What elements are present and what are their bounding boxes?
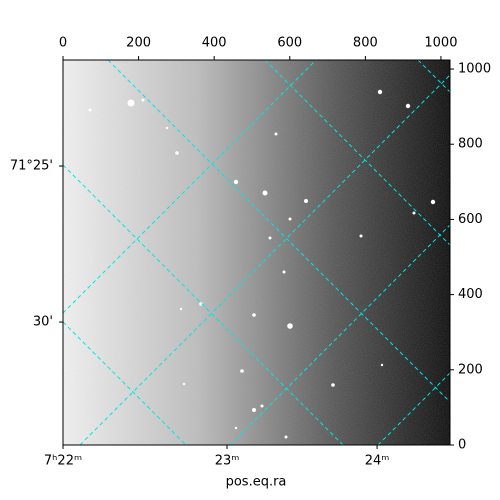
dec-tick-label: 30' <box>33 315 53 330</box>
y-tick-label: 1000 <box>458 62 491 77</box>
ra-tick-label: 7ʰ22ᵐ <box>44 454 82 469</box>
y-tick-label: 200 <box>458 362 483 377</box>
dec-tick-label: 71°25' <box>10 159 53 174</box>
stars <box>88 89 436 439</box>
y-tick-label: 600 <box>458 212 483 227</box>
x-axis-label: pos.eq.ra <box>226 475 287 490</box>
ra-tick-label: 23ᵐ <box>215 454 240 469</box>
y-tick-label: 800 <box>458 137 483 152</box>
coordinate-grid <box>63 60 450 445</box>
x-tick-label: 0 <box>59 36 67 51</box>
plot-frame <box>62 59 451 446</box>
x-tick-label: 400 <box>202 36 227 51</box>
x-tick-label: 600 <box>277 36 302 51</box>
y-tick-label: 0 <box>458 438 466 453</box>
y-tick-label: 400 <box>458 287 483 302</box>
ra-tick-label: 24ᵐ <box>365 454 390 469</box>
x-tick-label: 200 <box>126 36 151 51</box>
sky-image <box>63 60 450 445</box>
x-tick-label: 800 <box>353 36 378 51</box>
x-tick-label: 1000 <box>424 36 457 51</box>
